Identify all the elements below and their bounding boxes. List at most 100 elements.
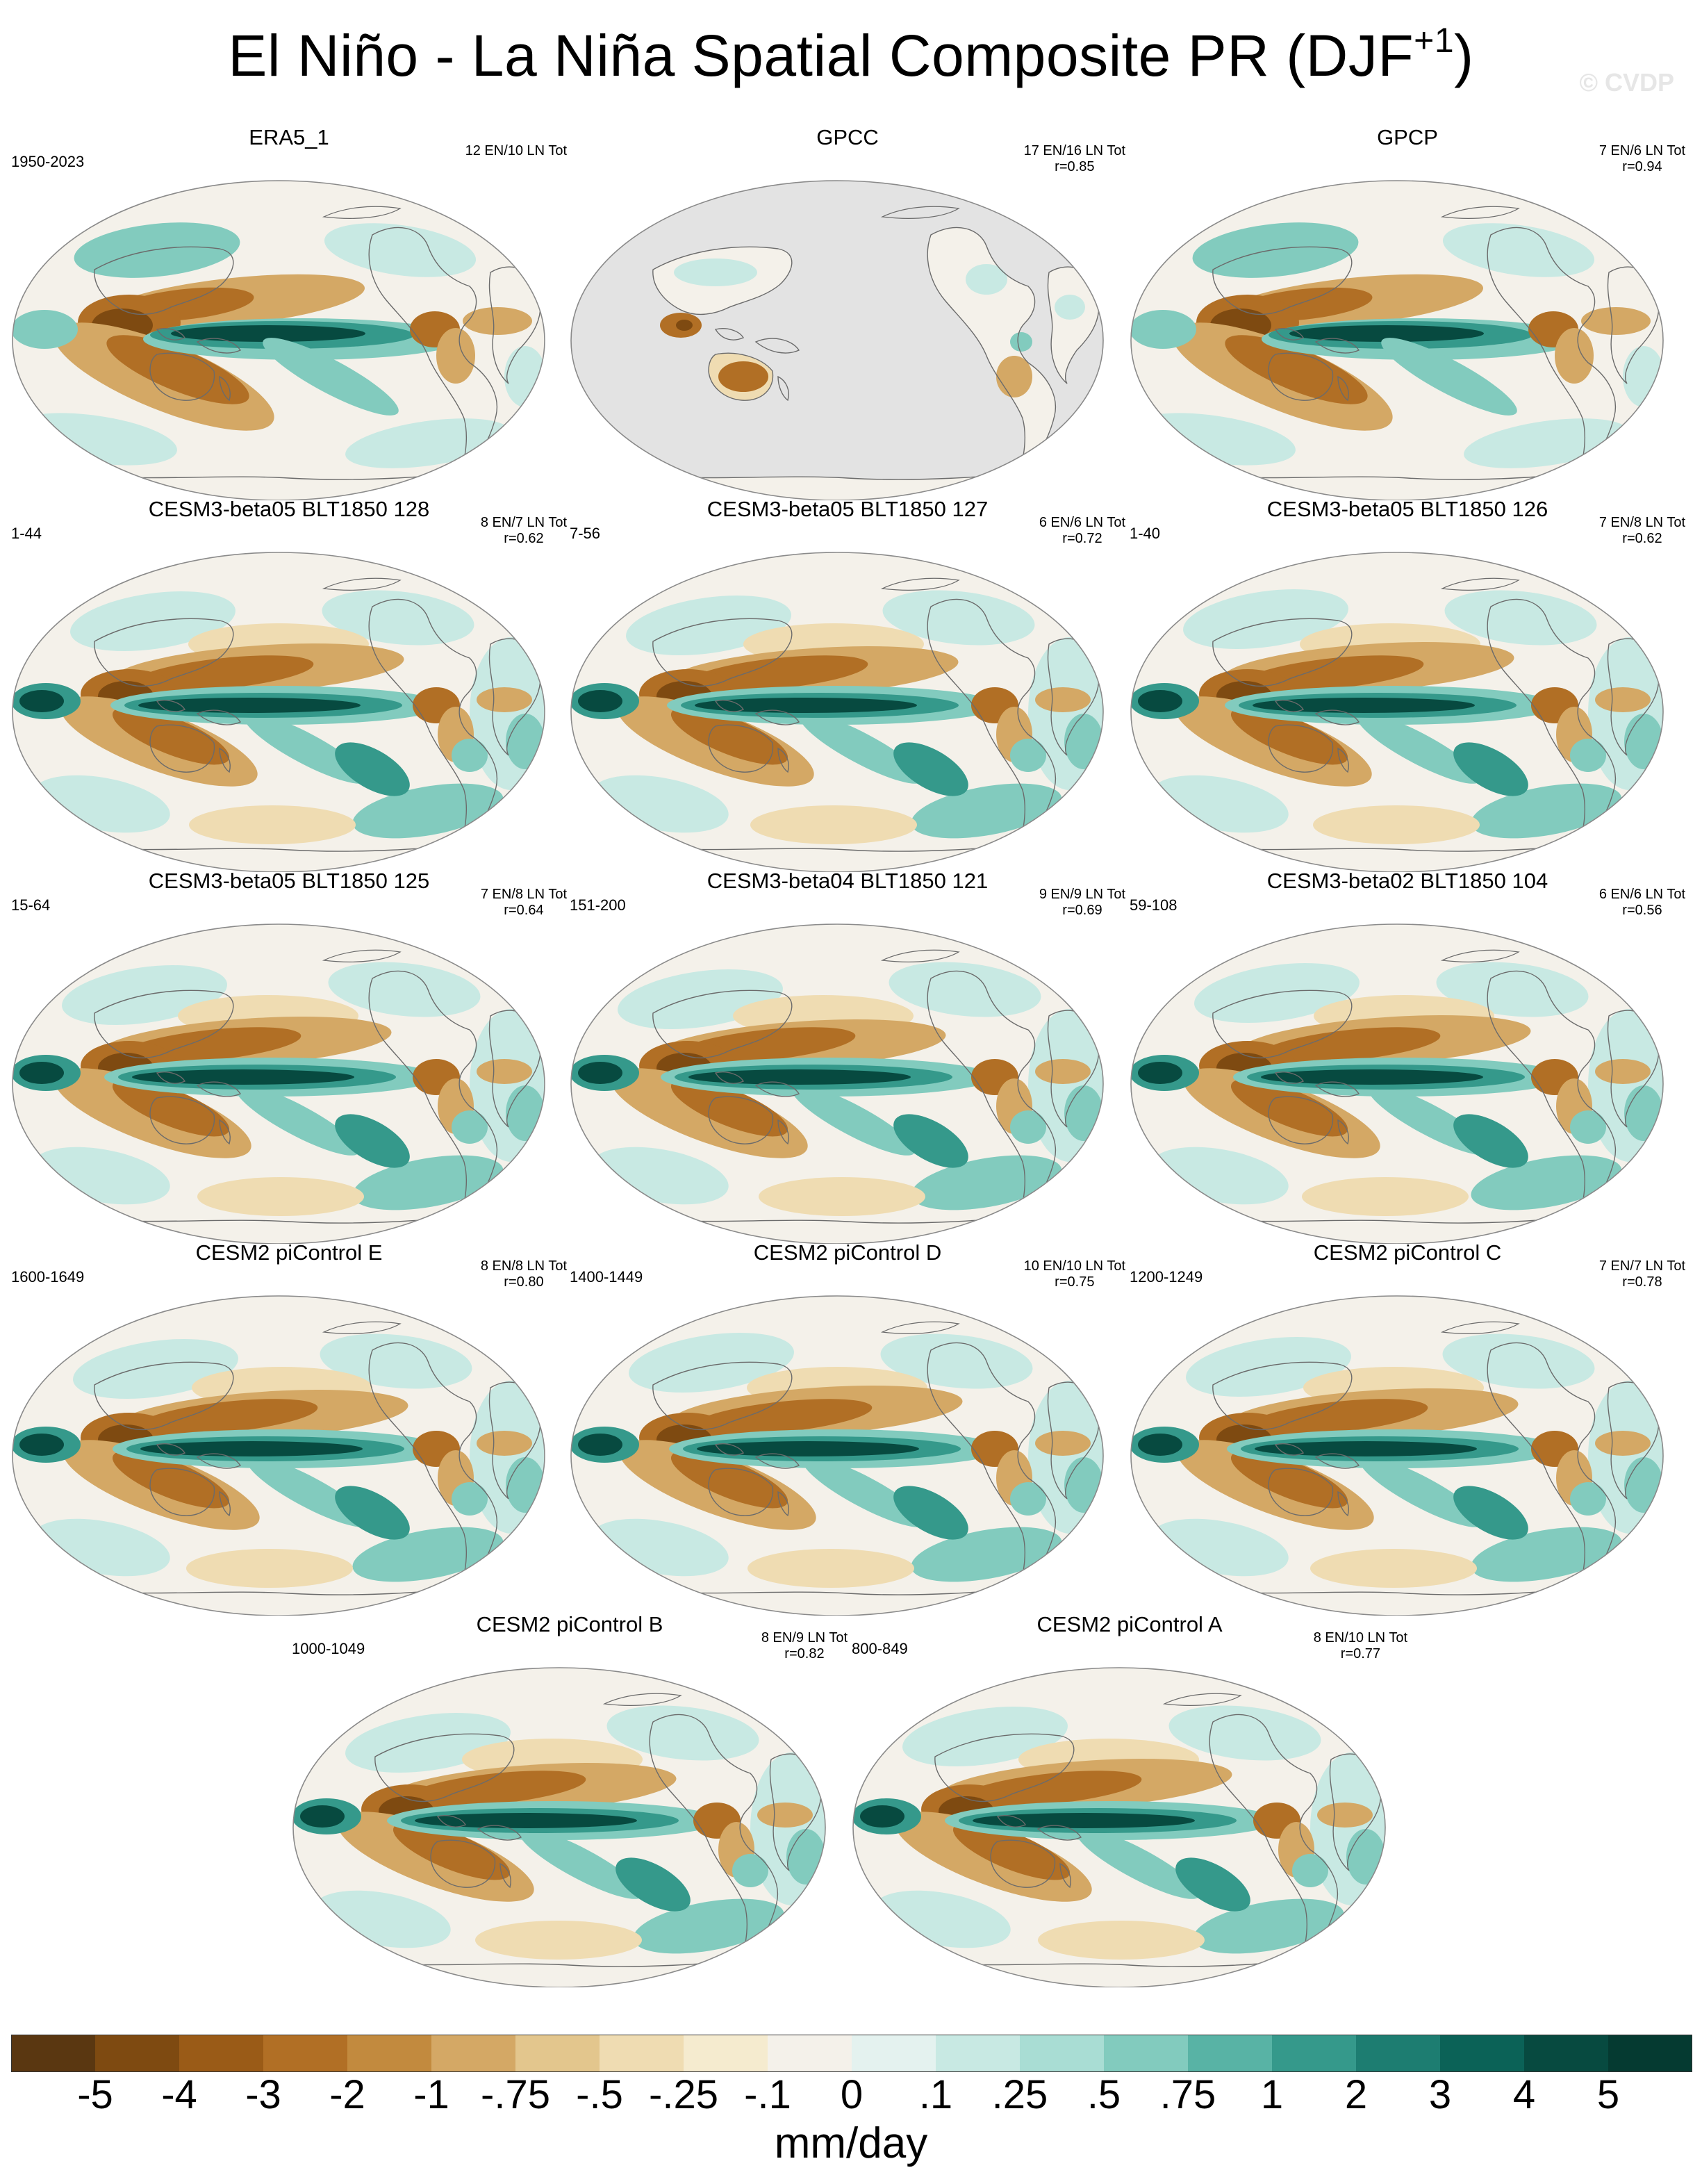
panel-event-counts: 8 EN/7 LN Tot r=0.62	[481, 515, 567, 547]
robinson-map	[1130, 180, 1664, 500]
precip-anomaly-blob	[692, 1399, 873, 1435]
greenland-coastline	[322, 949, 402, 962]
panel-event-counts: 12 EN/10 LN Tot	[465, 143, 567, 159]
precip-anomaly-blob	[247, 1456, 370, 1527]
coastline	[1209, 1714, 1338, 1971]
precip-anomaly-blob	[670, 1450, 788, 1509]
precip-anomaly-blob	[1230, 1078, 1348, 1137]
coastline	[777, 1491, 789, 1517]
precip-anomaly-blob	[197, 1177, 364, 1216]
coastline	[156, 700, 186, 712]
precip-anomaly-blob	[186, 1549, 353, 1588]
precip-anomaly-blob	[1183, 589, 1348, 649]
map-field	[853, 1668, 1385, 1987]
coastline	[499, 1862, 511, 1889]
precip-anomaly-blob	[74, 222, 240, 278]
coastline	[652, 246, 793, 315]
coastline	[1487, 1342, 1616, 1599]
map-field	[13, 1296, 545, 1616]
robinson-map	[570, 180, 1104, 500]
precip-anomaly-blob	[1292, 1854, 1328, 1887]
precip-anomaly-blob	[335, 1114, 410, 1168]
coastline	[927, 970, 1056, 1227]
map-field	[13, 181, 545, 500]
panel-title: CESM3-beta05 BLT1850 126	[1266, 497, 1548, 521]
colorbar-tick-label: 0	[840, 2072, 864, 2117]
colorbar-swatch	[179, 2035, 263, 2072]
colorbar-tick-label: -.5	[576, 2072, 623, 2117]
precip-anomaly-blob	[695, 698, 917, 713]
colorbar-tick-label: -.1	[744, 2072, 791, 2117]
precip-anomaly-blob	[1010, 1110, 1046, 1144]
coastline	[777, 375, 789, 402]
precip-anomaly-blob	[1055, 295, 1085, 320]
colorbar-tick-label: -5	[77, 2072, 113, 2117]
precip-anomaly-blob	[889, 962, 1041, 1017]
precip-anomaly-blob	[791, 1085, 915, 1156]
precip-anomaly-blob	[1442, 223, 1595, 277]
precip-anomaly-blob	[171, 325, 365, 342]
precip-anomaly-blob	[335, 1486, 410, 1540]
map-border	[570, 552, 1104, 872]
precip-anomaly-blob	[1230, 707, 1348, 765]
map-panel: CESM3-beta04 BLT1850 121 151-200 9 EN/9 LN…	[570, 869, 1125, 1244]
precip-anomaly-blob	[506, 714, 545, 769]
precip-anomaly-blob	[1442, 1333, 1595, 1389]
panel-counts-text: 8 EN/9 LN Tot	[761, 1630, 848, 1645]
coastline	[777, 747, 789, 773]
precip-anomaly-blob	[1035, 1059, 1091, 1084]
coastline	[714, 1443, 745, 1456]
colorbar-swatch	[1524, 2035, 1608, 2072]
coastline	[990, 1839, 1056, 1888]
panel-years: 1200-1249	[1130, 1268, 1203, 1286]
precip-anomaly-blob	[112, 1450, 230, 1509]
map-panel: CESM2 piControl B 1000-1049 8 EN/9 LN Tot r…	[292, 1612, 848, 1987]
precip-anomaly-blob	[1260, 1027, 1441, 1063]
map-border	[1130, 1295, 1664, 1616]
map-field	[571, 1296, 1103, 1616]
coastline	[1268, 352, 1334, 401]
panel-title: GPCC	[816, 125, 879, 149]
coastline	[1337, 375, 1349, 402]
precip-anomaly-blob	[1131, 310, 1196, 349]
precip-anomaly-blob	[436, 328, 475, 384]
precip-anomaly-blob	[800, 713, 923, 784]
coastline	[368, 970, 497, 1227]
coastline	[149, 724, 215, 773]
coastline	[927, 1342, 1056, 1599]
panel-counts-text: 8 EN/7 LN Tot	[480, 515, 567, 530]
precip-anomaly-blob	[13, 310, 78, 349]
panel-years: 59-108	[1130, 896, 1178, 914]
robinson-map	[12, 1295, 545, 1616]
precip-anomaly-blob	[1289, 325, 1484, 342]
coastline	[436, 1815, 467, 1828]
coastline	[649, 1714, 778, 1971]
precip-anomaly-blob	[335, 742, 410, 796]
panel-event-counts: 6 EN/6 LN Tot r=0.72	[1039, 515, 1125, 547]
colorbar-swatch	[768, 2035, 852, 2072]
colorbar-swatch	[1608, 2035, 1692, 2072]
panel-years: 1000-1049	[292, 1640, 365, 1657]
colorbar-swatch	[347, 2035, 431, 2072]
map-panel: CESM3-beta05 BLT1850 128 1-44 8 EN/7 LN To…	[11, 497, 567, 872]
coastline	[1487, 970, 1616, 1227]
coastline	[1314, 1453, 1360, 1469]
panel-correlation: r=0.82	[784, 1646, 825, 1661]
precip-anomaly-blob	[1360, 1456, 1483, 1527]
robinson-map	[1130, 1295, 1664, 1616]
coastline	[430, 1839, 496, 1888]
panel-counts-text: 9 EN/9 LN Tot	[1039, 887, 1125, 902]
coastline	[708, 352, 774, 401]
colorbar	[11, 2035, 1692, 2072]
colorbar-swatch	[1104, 2035, 1188, 2072]
colorbar-swatch	[11, 2035, 95, 2072]
precip-anomaly-blob	[674, 258, 757, 286]
panel-counts-text: 12 EN/10 LN Tot	[465, 143, 567, 158]
colorbar-tick-label: -2	[329, 2072, 365, 2117]
map-panel: CESM2 piControl E 1600-1649 8 EN/8 LN Tot r…	[11, 1240, 567, 1616]
precip-anomaly-blob	[112, 1078, 230, 1137]
precip-anomaly-blob	[882, 590, 1035, 646]
precip-anomaly-blob	[893, 1114, 968, 1168]
precip-anomaly-blob	[477, 1431, 532, 1456]
map-panel: CESM2 piControl A 800-849 8 EN/10 LN Tot r=…	[852, 1612, 1407, 1987]
